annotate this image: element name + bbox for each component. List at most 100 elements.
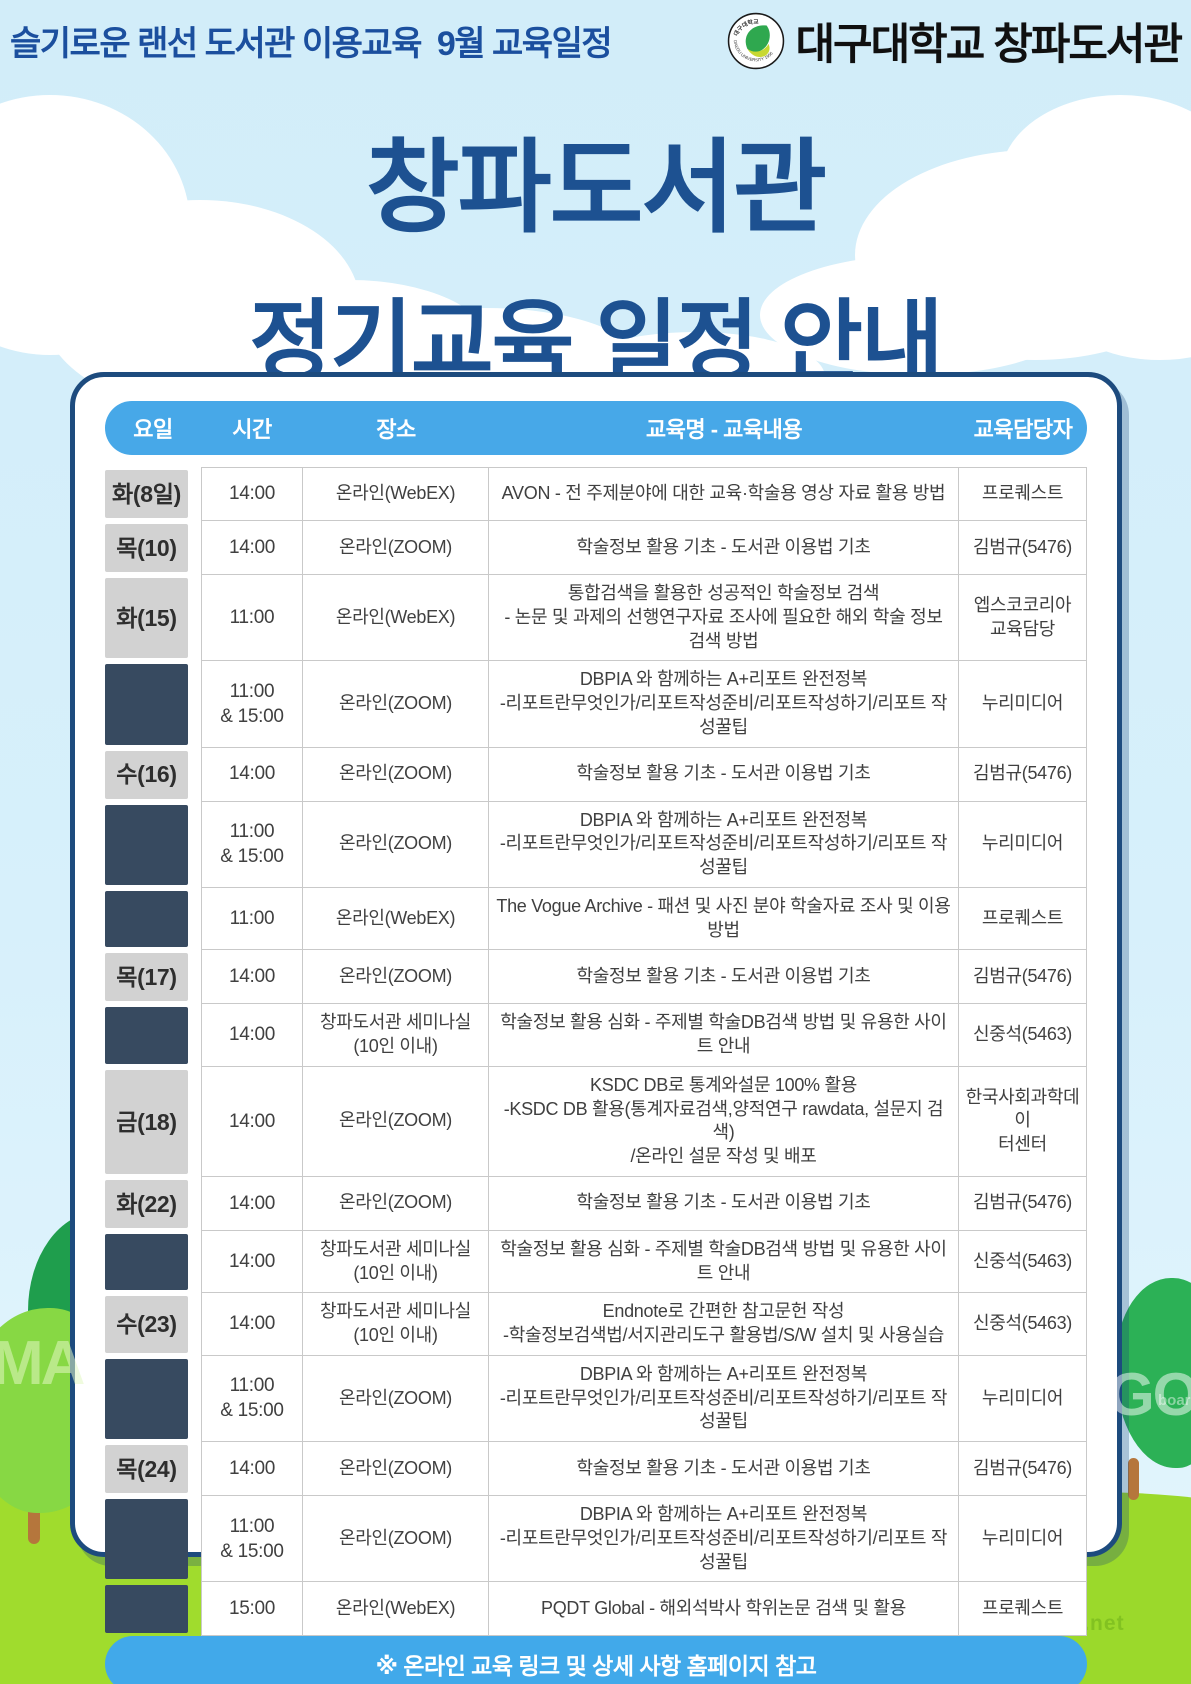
time-cell: 14:00 bbox=[201, 1004, 303, 1067]
instructor-cell: 프로퀘스트 bbox=[959, 467, 1087, 521]
tree-trunk-right bbox=[1128, 1458, 1139, 1500]
day-cell: 수(16) bbox=[105, 750, 188, 799]
course-cell: AVON - 전 주제분야에 대한 교육·학술용 영상 자료 활용 방법 bbox=[489, 467, 959, 521]
instructor-cell: 누리미디어 bbox=[959, 1355, 1087, 1442]
instructor-cell: 프로퀘스트 bbox=[959, 1582, 1087, 1637]
place-cell: 온라인(ZOOM) bbox=[303, 1496, 489, 1583]
column-header-place: 장소 bbox=[376, 417, 416, 442]
time-cell: 14:00 bbox=[201, 1230, 303, 1294]
time-cell: 11:00 & 15:00 bbox=[201, 801, 303, 888]
instructor-cell: 김범규(5476) bbox=[959, 1176, 1087, 1231]
column-header-course: 교육명 - 교육내용 bbox=[645, 417, 803, 442]
footer-note: ※ 온라인 교육 링크 및 상세 사항 홈페이지 참고 bbox=[105, 1636, 1087, 1684]
course-cell: 학술정보 활용 기초 - 도서관 이용법 기초 bbox=[489, 747, 959, 802]
course-cell: KSDC DB로 통계와설문 100% 활용 -KSDC DB 활용(통계자료검색… bbox=[489, 1066, 959, 1177]
day-cell bbox=[105, 804, 188, 885]
cloud bbox=[1000, 95, 1191, 265]
time-cell: 14:00 bbox=[201, 747, 303, 802]
page-title-line1: 창파도서관 bbox=[365, 131, 827, 245]
cloud bbox=[760, 255, 1080, 375]
place-cell: 온라인(WebEX) bbox=[303, 575, 489, 662]
tree-right bbox=[1116, 1278, 1191, 1468]
day-cell: 금(18) bbox=[105, 1069, 188, 1174]
day-cell: 화(15) bbox=[105, 578, 188, 659]
day-cell: 목(10) bbox=[105, 524, 188, 572]
course-cell: 학술정보 활용 기초 - 도서관 이용법 기초 bbox=[489, 1442, 959, 1496]
place-cell: 온라인(ZOOM) bbox=[303, 521, 489, 575]
seal-leaf-light bbox=[747, 43, 770, 58]
day-cell: 목(17) bbox=[105, 953, 188, 1002]
table-header-row: 요일 시간 장소 교육명 - 교육내용 교육담당자 bbox=[105, 401, 1087, 455]
page-title: 창파도서관 정기교육 일정 안내 bbox=[0, 106, 1191, 399]
column-header-instructor: 교육담당자 bbox=[973, 417, 1073, 442]
place-cell: 온라인(ZOOM) bbox=[303, 801, 489, 888]
place-cell: 창파도서관 세미나실 (10인 이내) bbox=[303, 1004, 489, 1067]
time-cell: 14:00 bbox=[201, 521, 303, 575]
time-cell: 11:00 bbox=[201, 887, 303, 951]
place-cell: 온라인(ZOOM) bbox=[303, 950, 489, 1005]
place-cell: 온라인(ZOOM) bbox=[303, 1355, 489, 1442]
course-cell: DBPIA 와 함께하는 A+리포트 완전정복 -리포트란무엇인가/리포트작성준비… bbox=[489, 1355, 959, 1442]
page-subtitle: 슬기로운 랜선 도서관 이용교육 9월 교육일정 bbox=[10, 25, 613, 63]
course-cell: 학술정보 활용 기초 - 도서관 이용법 기초 bbox=[489, 950, 959, 1005]
instructor-cell: 김범규(5476) bbox=[959, 747, 1087, 802]
place-cell: 온라인(WebEX) bbox=[303, 1582, 489, 1637]
course-cell: 학술정보 활용 기초 - 도서관 이용법 기초 bbox=[489, 521, 959, 575]
time-cell: 11:00 bbox=[201, 575, 303, 662]
course-cell: 통합검색을 활용한 성공적인 학술정보 검색 - 논문 및 과제의 선행연구자료 … bbox=[489, 575, 959, 662]
instructor-cell: 엡스코코리아 교육담당 bbox=[959, 575, 1087, 662]
time-cell: 11:00 & 15:00 bbox=[201, 1496, 303, 1583]
instructor-cell: 누리미디어 bbox=[959, 801, 1087, 888]
course-cell: Endnote로 간편한 참고문헌 작성 -학술정보검색법/서지관리도구 활용법/… bbox=[489, 1293, 959, 1356]
time-cell: 14:00 bbox=[201, 950, 303, 1005]
course-cell: DBPIA 와 함께하는 A+리포트 완전정복 -리포트란무엇인가/리포트작성준비… bbox=[489, 661, 959, 748]
instructor-cell: 김범규(5476) bbox=[959, 1442, 1087, 1496]
instructor-cell: 신중석(5463) bbox=[959, 1230, 1087, 1294]
instructor-cell: 한국사회과학데이 터센터 bbox=[959, 1066, 1087, 1177]
time-cell: 11:00 & 15:00 bbox=[201, 661, 303, 748]
instructor-cell: 누리미디어 bbox=[959, 1496, 1087, 1583]
instructor-cell: 김범규(5476) bbox=[959, 521, 1087, 575]
instructor-cell: 누리미디어 bbox=[959, 661, 1087, 748]
place-cell: 온라인(WebEX) bbox=[303, 467, 489, 521]
time-cell: 14:00 bbox=[201, 467, 303, 521]
time-cell: 14:00 bbox=[201, 1176, 303, 1231]
instructor-cell: 프로퀘스트 bbox=[959, 887, 1087, 951]
instructor-cell: 김범규(5476) bbox=[959, 950, 1087, 1005]
day-cell bbox=[105, 1007, 188, 1064]
org-branding: 대구대학교 DAEGU UNIVERSITY 1956 대구대학교 창파도서관 bbox=[727, 10, 1183, 72]
time-cell: 14:00 bbox=[201, 1293, 303, 1356]
schedule-card: 요일 시간 장소 교육명 - 교육내용 교육담당자 화(8일) 14:00 온라… bbox=[70, 372, 1122, 1684]
place-cell: 온라인(ZOOM) bbox=[303, 1442, 489, 1496]
time-cell: 15:00 bbox=[201, 1582, 303, 1637]
course-cell: DBPIA 와 함께하는 A+리포트 완전정복 -리포트란무엇인가/리포트작성준비… bbox=[489, 801, 959, 888]
day-cell bbox=[105, 890, 188, 948]
day-cell bbox=[105, 664, 188, 745]
day-cell: 목(24) bbox=[105, 1445, 188, 1493]
place-cell: 온라인(ZOOM) bbox=[303, 1066, 489, 1177]
day-cell: 화(8일) bbox=[105, 470, 188, 518]
place-cell: 온라인(ZOOM) bbox=[303, 661, 489, 748]
place-cell: 온라인(ZOOM) bbox=[303, 747, 489, 802]
column-header-time: 시간 bbox=[232, 417, 272, 442]
time-cell: 14:00 bbox=[201, 1442, 303, 1496]
day-cell bbox=[105, 1233, 188, 1291]
time-cell: 14:00 bbox=[201, 1066, 303, 1177]
university-seal-logo: 대구대학교 DAEGU UNIVERSITY 1956 bbox=[728, 12, 785, 70]
place-cell: 창파도서관 세미나실 (10인 이내) bbox=[303, 1230, 489, 1294]
place-cell: 창파도서관 세미나실 (10인 이내) bbox=[303, 1293, 489, 1356]
course-cell: 학술정보 활용 심화 - 주제별 학술DB검색 방법 및 유용한 사이트 안내 bbox=[489, 1004, 959, 1067]
course-cell: 학술정보 활용 심화 - 주제별 학술DB검색 방법 및 유용한 사이트 안내 bbox=[489, 1230, 959, 1294]
day-cell bbox=[105, 1585, 188, 1634]
column-header-day: 요일 bbox=[133, 417, 173, 442]
place-cell: 온라인(WebEX) bbox=[303, 887, 489, 951]
seal-leaf-dark bbox=[746, 25, 771, 53]
course-cell: DBPIA 와 함께하는 A+리포트 완전정복 -리포트란무엇인가/리포트작성준비… bbox=[489, 1496, 959, 1583]
schedule-table: 화(8일) 14:00 온라인(WebEX) AVON - 전 주제분야에 대한… bbox=[105, 467, 1087, 1637]
instructor-cell: 신중석(5463) bbox=[959, 1293, 1087, 1356]
place-cell: 온라인(ZOOM) bbox=[303, 1176, 489, 1231]
course-cell: The Vogue Archive - 패션 및 사진 분야 학술자료 조사 및… bbox=[489, 887, 959, 951]
org-name: 대구대학교 창파도서관 bbox=[795, 21, 1183, 69]
day-cell bbox=[105, 1499, 188, 1580]
